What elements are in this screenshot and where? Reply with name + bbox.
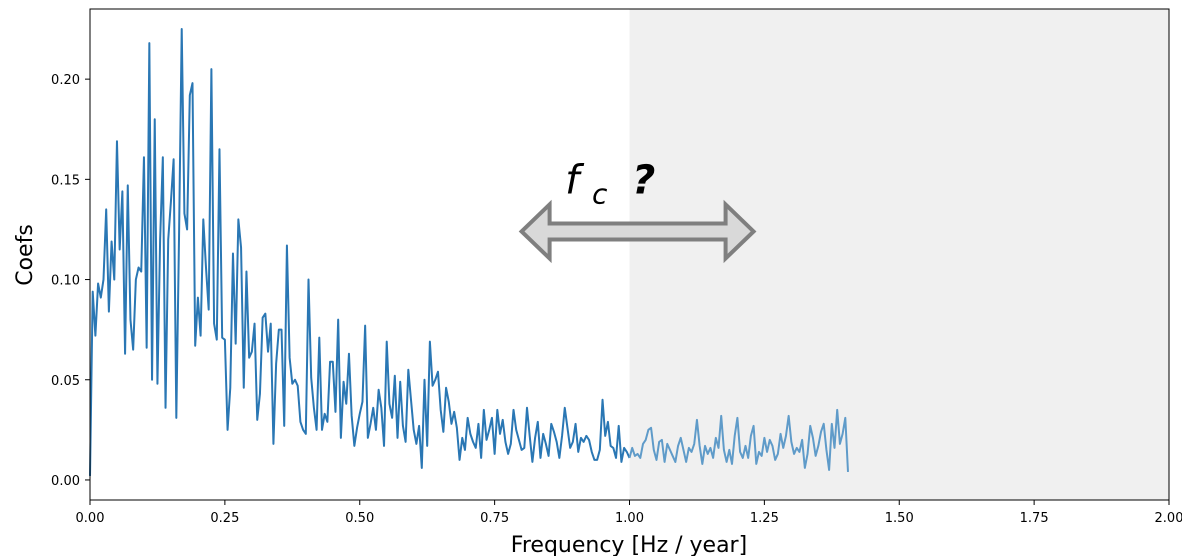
cutoff-subscript: c	[592, 177, 608, 210]
x-tick-label: 0.50	[345, 511, 374, 526]
x-axis: 0.00 0.25 0.50 0.75 1.00 1.25 1.50 1.75 2.00	[76, 500, 1182, 526]
y-tick-label: 0.20	[51, 73, 80, 88]
y-tick-label: 0.10	[51, 274, 80, 289]
cutoff-frequency-label: f c ?	[565, 157, 655, 213]
series-line	[89, 28, 631, 476]
cutoff-symbol: f	[565, 157, 585, 203]
y-tick-label: 0.00	[51, 474, 80, 489]
cutoff-question-mark: ?	[632, 157, 655, 203]
y-tick-label: 0.05	[51, 374, 80, 389]
double-arrow	[518, 199, 757, 264]
y-axis: 0.00 0.05 0.10 0.15 0.20	[51, 73, 90, 489]
series-line-shaded	[628, 408, 849, 472]
x-tick-label: 0.75	[480, 511, 509, 526]
x-tick-label: 2.00	[1155, 511, 1182, 526]
shaded-region	[629, 9, 1169, 500]
x-tick-label: 0.25	[210, 511, 239, 526]
cutoff-annotation: f c ?	[518, 157, 757, 264]
x-tick-label: 1.00	[615, 511, 644, 526]
y-tick-label: 0.15	[51, 173, 80, 188]
series-layer	[89, 28, 849, 476]
x-tick-label: 0.00	[76, 511, 105, 526]
x-tick-label: 1.75	[1020, 511, 1049, 526]
x-tick-label: 1.50	[885, 511, 914, 526]
x-tick-label: 1.25	[750, 511, 779, 526]
x-axis-title: Frequency [Hz / year]	[511, 533, 747, 556]
y-axis-title: Coefs	[13, 224, 38, 286]
